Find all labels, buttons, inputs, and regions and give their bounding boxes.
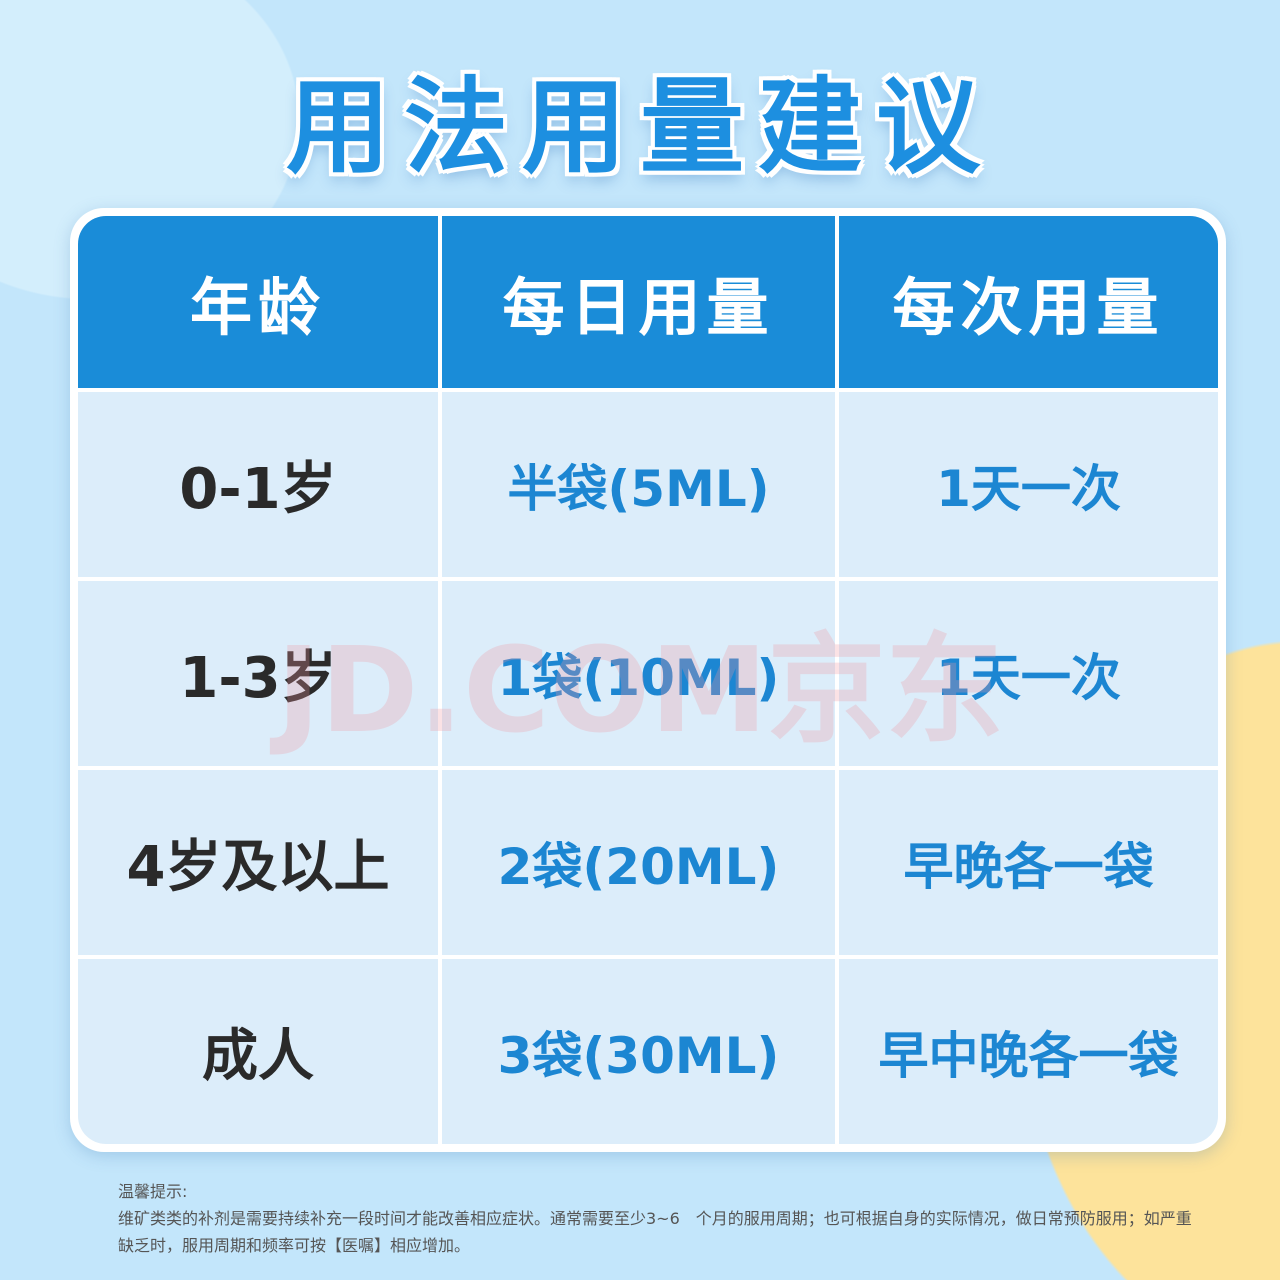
dosage-table: 年龄 每日用量 每次用量 0-1岁 半袋(5ML) 1天一次 1-3岁 1袋(1…	[70, 208, 1226, 1152]
row-per-dose: 早晚各一袋	[839, 770, 1218, 955]
row-age: 4岁及以上	[78, 770, 438, 955]
header-age: 年龄	[78, 216, 438, 388]
row-daily-dose: 2袋(20ML)	[442, 770, 835, 955]
row-daily-dose: 半袋(5ML)	[442, 392, 835, 577]
tip-heading: 温馨提示:	[118, 1182, 188, 1201]
row-daily-dose: 1袋(10ML)	[442, 581, 835, 766]
header-daily-dose: 每日用量	[442, 216, 835, 388]
tip-note: 温馨提示: 维矿类类的补剂是需要持续补充一段时间才能改善相应症状。通常需要至少3…	[118, 1178, 1198, 1259]
row-per-dose: 早中晚各一袋	[839, 959, 1218, 1144]
row-age: 成人	[78, 959, 438, 1144]
tip-text: 维矿类类的补剂是需要持续补充一段时间才能改善相应症状。通常需要至少3~6 个月的…	[118, 1209, 1192, 1255]
page-title: 用法用量建议	[285, 66, 994, 188]
row-per-dose: 1天一次	[839, 392, 1218, 577]
row-age: 0-1岁	[78, 392, 438, 577]
row-daily-dose: 3袋(30ML)	[442, 959, 835, 1144]
row-age: 1-3岁	[78, 581, 438, 766]
header-per-dose: 每次用量	[839, 216, 1218, 388]
row-per-dose: 1天一次	[839, 581, 1218, 766]
